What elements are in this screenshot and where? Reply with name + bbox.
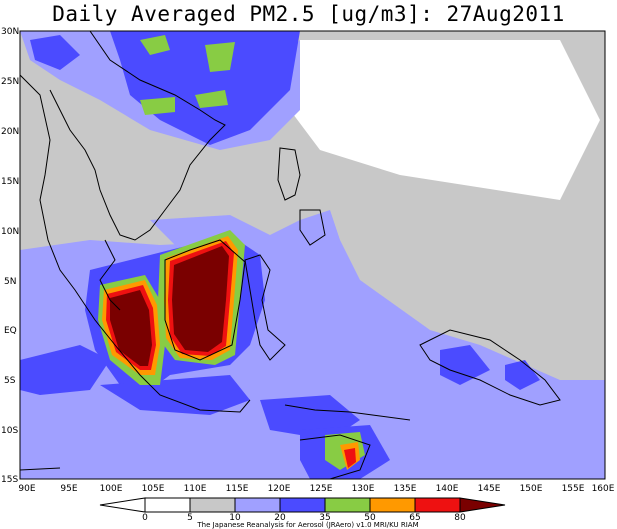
colorbar-segment [369, 497, 416, 513]
lon-label: 110E [184, 484, 207, 494]
lon-label: 90E [18, 484, 35, 494]
colorbar-tick: 50 [364, 513, 376, 523]
lat-label: EQ [4, 326, 17, 336]
lon-label: 120E [268, 484, 291, 494]
colorbar-tick: 20 [274, 513, 286, 523]
map-title: Daily Averaged PM2.5 [ug/m3]: 27Aug2011 [52, 2, 565, 26]
lon-label: 145E [478, 484, 501, 494]
lat-label: 5N [4, 277, 16, 287]
colorbar-segment [459, 497, 506, 513]
lat-label: 15S [1, 475, 18, 485]
colorbar-tick: 80 [454, 513, 466, 523]
lon-label: 155E [562, 484, 585, 494]
credit-line: The Japanese Reanalysis for Aerosol (JRA… [196, 521, 418, 529]
lon-label: 140E [436, 484, 459, 494]
lat-label: 20N [1, 127, 19, 137]
colorbar-segment [144, 497, 191, 513]
map-frame [19, 30, 606, 480]
colorbar: 0 5 10 20 35 50 65 80 [99, 497, 506, 523]
lat-label: 30N [1, 27, 19, 37]
lat-label: 25N [1, 77, 19, 87]
lat-label: 10N [1, 227, 19, 237]
colorbar-tick: 65 [409, 513, 420, 523]
colorbar-tick: 10 [229, 513, 241, 523]
colorbar-tick: 0 [142, 513, 148, 523]
colorbar-segment [189, 497, 236, 513]
colorbar-segment [414, 497, 461, 513]
colorbar-segment [99, 497, 146, 513]
lon-label: 130E [352, 484, 375, 494]
lon-label: 135E [394, 484, 417, 494]
concentration-field [20, 31, 605, 479]
lat-label: 5S [4, 376, 16, 386]
lon-label: 105E [142, 484, 165, 494]
lon-label: 160E [592, 484, 615, 494]
lon-label: 125E [310, 484, 333, 494]
lat-label: 15N [1, 177, 19, 187]
colorbar-segment [234, 497, 281, 513]
lon-label: 100E [100, 484, 123, 494]
colorbar-segment [279, 497, 326, 513]
coastlines [20, 31, 561, 479]
lon-label: 115E [226, 484, 249, 494]
colorbar-tick: 35 [319, 513, 330, 523]
colorbar-segment [324, 497, 371, 513]
lat-label: 10S [1, 426, 18, 436]
lon-label: 95E [60, 484, 77, 494]
lon-label: 150E [520, 484, 543, 494]
colorbar-tick: 5 [187, 513, 193, 523]
